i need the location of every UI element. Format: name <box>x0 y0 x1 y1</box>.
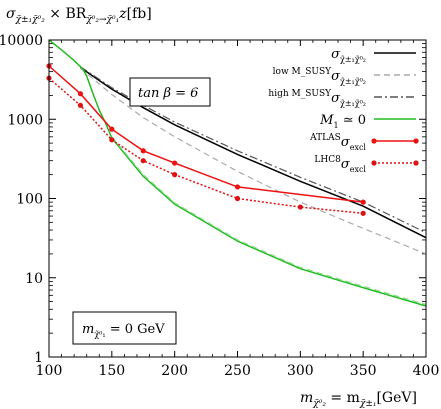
x-tick-label: 100 <box>36 363 63 379</box>
series-point-atlas <box>77 91 84 97</box>
x-tick-label: 250 <box>224 363 251 379</box>
x-axis-title: mχ̃⁰₂ = mχ̃±₁[GeV] <box>300 390 417 409</box>
series-point-atlas <box>234 184 241 190</box>
series-point-atlas <box>172 160 178 166</box>
y-tick-label: 1000 <box>7 112 43 128</box>
x-tick-label: 200 <box>161 363 188 379</box>
series-line-sigma <box>79 66 427 239</box>
y-tick-label: 100 <box>16 192 43 208</box>
y-tick-label: 1 <box>34 350 43 366</box>
y-tick-label: 10 <box>25 271 43 287</box>
series-point-lhc8 <box>234 195 241 202</box>
series-line-sigma_high <box>80 66 427 234</box>
series-line-m1_zero_dash <box>111 136 427 306</box>
series-point-lhc8 <box>297 204 303 210</box>
series-point-atlas <box>109 126 115 132</box>
x-tick-label: 400 <box>413 363 440 379</box>
y-tick-label: 10000 <box>0 33 43 49</box>
mlsp-label: mχ̃⁰₁ = 0 GeV <box>82 322 165 339</box>
series-point-lhc8 <box>360 210 366 216</box>
y-axis-title: σχ̃±₁χ̃⁰₂ × BRχ̃⁰₂→χ̃⁰₁z[fb] <box>6 6 152 25</box>
series-point-lhc8 <box>172 172 178 178</box>
legend-marker <box>413 160 419 166</box>
series-layer <box>46 39 427 307</box>
mlsp-annotation: mχ̃⁰₁ = 0 GeV <box>72 311 177 345</box>
axis-ticks: 100 150 200 250 300 350 400 1 10 100 1000 10000 <box>0 33 439 379</box>
plot-frame <box>48 39 427 358</box>
series-line-sigma_low <box>80 67 427 255</box>
series-point-atlas <box>140 148 146 154</box>
legend-label: high M_SUSYσχ̃±₁χ̃⁰₂ <box>268 89 366 108</box>
legend-marker <box>371 160 377 166</box>
legend-marker <box>371 138 377 144</box>
legend-label: low M_SUSYσχ̃±₁χ̃⁰₂ <box>273 67 366 86</box>
legend-label: LHC8σexcl <box>314 155 366 174</box>
tanb-annotation: tan β = 6 <box>129 77 211 107</box>
x-tick-label: 350 <box>350 363 377 379</box>
legend-marker <box>413 138 419 144</box>
series-point-lhc8 <box>109 137 115 143</box>
series-line-lhc8 <box>48 77 364 215</box>
series-point-lhc8 <box>140 158 146 164</box>
x-tick-label: 300 <box>287 363 314 379</box>
tanb-label: tan β = 6 <box>138 86 198 101</box>
series-line-m1_zero <box>48 39 427 307</box>
series-point-lhc8 <box>77 102 84 108</box>
legend-label: σχ̃±₁χ̃⁰₂ <box>331 47 366 64</box>
legend-label: ATLASσexcl <box>309 133 366 152</box>
legend-label: M1 ≃ 0 <box>319 113 366 130</box>
series-point-atlas <box>360 199 366 205</box>
x-tick-label: 150 <box>98 363 125 379</box>
